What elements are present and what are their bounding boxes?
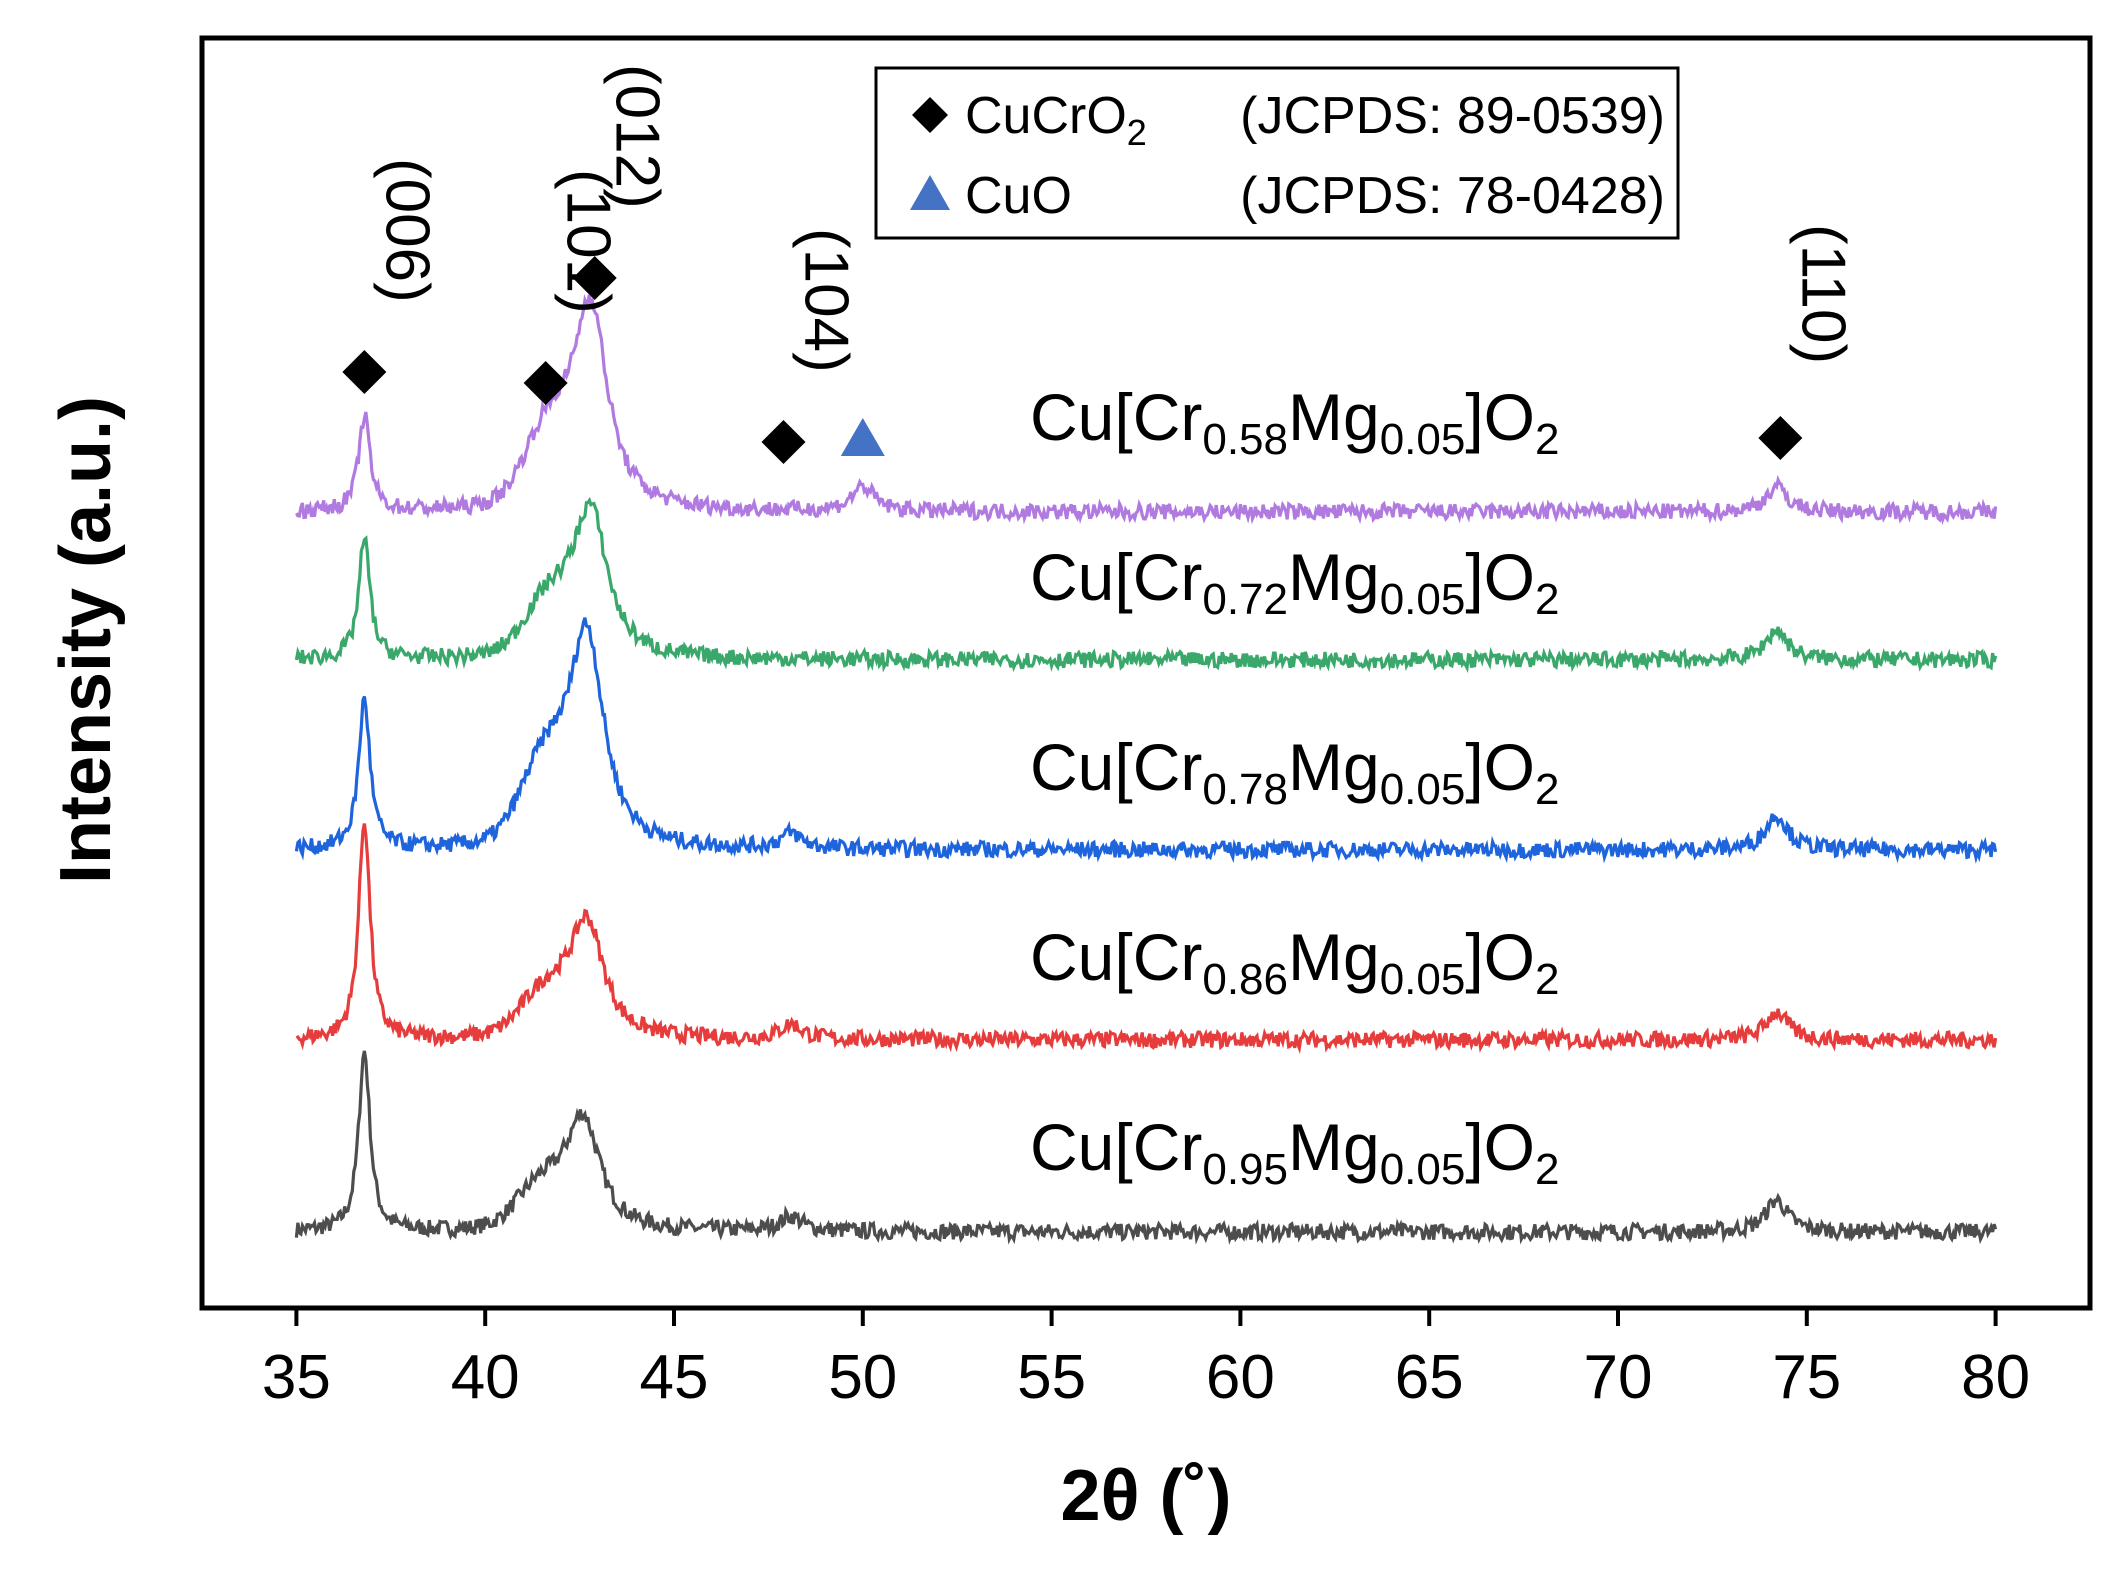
series-labels: Cu[Cr0.95Mg0.05]O2Cu[Cr0.86Mg0.05]O2Cu[C…	[1030, 380, 1560, 1194]
hkl-label: (006)	[372, 158, 441, 303]
cucro2-diamond-marker	[1758, 416, 1803, 460]
x-tick-label: 55	[1017, 1343, 1086, 1412]
x-tick-label: 75	[1772, 1343, 1841, 1412]
x-axis-title: 2θ (˚)	[1061, 1456, 1232, 1536]
label-text: ]O	[1465, 730, 1535, 804]
cucro2-diamond-marker	[523, 361, 568, 405]
legend-reference: (JCPDS: 78-0428)	[1240, 167, 1665, 225]
label-subscript: 2	[1535, 575, 1559, 624]
cucro2-diamond-marker	[572, 256, 617, 300]
series-label: Cu[Cr0.72Mg0.05]O2	[1030, 540, 1560, 624]
series-line	[294, 1050, 1998, 1245]
x-tick-label: 35	[262, 1343, 331, 1412]
label-subscript: 0.05	[1380, 575, 1466, 624]
label-subscript: 2	[1535, 955, 1559, 1004]
legend: CuCrO2 (JCPDS: 89-0539) CuO (JCPDS: 78-0428…	[874, 66, 1680, 240]
label-subscript: 0.05	[1380, 955, 1466, 1004]
legend-diamond-icon	[912, 97, 948, 133]
legend-box	[874, 66, 1680, 240]
label-text: Mg	[1288, 380, 1380, 454]
hkl-label: (104)	[792, 228, 861, 373]
series-label: Cu[Cr0.95Mg0.05]O2	[1030, 1110, 1560, 1194]
x-tick-label: 50	[828, 1343, 897, 1412]
label-subscript: 0.78	[1202, 765, 1288, 814]
legend-name: CuCrO2	[965, 87, 1147, 153]
label-text: Cu[Cr	[1030, 380, 1202, 454]
legend-reference: (JCPDS: 89-0539)	[1240, 87, 1665, 145]
cucro2-diamond-marker	[761, 420, 806, 464]
series-line	[294, 496, 1998, 674]
x-tick-label: 70	[1584, 1343, 1653, 1412]
label-subscript: 2	[1535, 415, 1559, 464]
legend-triangle-icon	[910, 175, 950, 210]
series-line	[295, 823, 1998, 1055]
label-subscript: 0.05	[1380, 415, 1466, 464]
label-text: Mg	[1288, 920, 1380, 994]
series-label: Cu[Cr0.58Mg0.05]O2	[1030, 380, 1560, 464]
series-label: Cu[Cr0.86Mg0.05]O2	[1030, 920, 1560, 1004]
label-text: Cu[Cr	[1030, 540, 1202, 614]
label-subscript: 0.05	[1380, 1145, 1466, 1194]
label-text: ]O	[1465, 540, 1535, 614]
x-tick-label: 60	[1206, 1343, 1275, 1412]
label-subscript: 0.58	[1202, 415, 1288, 464]
series-label: Cu[Cr0.78Mg0.05]O2	[1030, 730, 1560, 814]
label-subscript: 2	[1535, 1145, 1559, 1194]
label-subscript: 0.05	[1380, 765, 1466, 814]
cucro2-diamond-marker	[342, 350, 387, 394]
label-subscript: 0.86	[1202, 955, 1288, 1004]
reflection-markers: (006) (101)(012)(104) (110)	[342, 64, 1857, 464]
plot-frame	[199, 35, 2093, 1311]
label-text: Mg	[1288, 1110, 1380, 1184]
x-axis: 35 40 45 50 55 60 65 70 75 80	[262, 1308, 2030, 1412]
label-text: ]O	[1465, 1110, 1535, 1184]
x-tick-label: 40	[451, 1343, 520, 1412]
label-subscript: 2	[1535, 765, 1559, 814]
series-line	[295, 293, 1998, 526]
x-tick-label: 65	[1395, 1343, 1464, 1412]
label-subscript: 0.72	[1202, 575, 1288, 624]
label-text: ]O	[1465, 380, 1535, 454]
label-text: Mg	[1288, 730, 1380, 804]
x-tick-label: 45	[640, 1343, 709, 1412]
label-text: Mg	[1288, 540, 1380, 614]
x-tick-label: 80	[1961, 1343, 2030, 1412]
y-axis-title: Intensity (a.u.)	[46, 396, 126, 884]
label-subscript: 0.95	[1202, 1145, 1288, 1194]
label-text: Cu[Cr	[1030, 730, 1202, 804]
cuo-triangle-marker	[840, 418, 885, 456]
hkl-label: (012)	[603, 64, 672, 209]
hkl-label: (110)	[1788, 224, 1857, 364]
legend-name: CuO	[965, 167, 1072, 225]
series-group	[294, 293, 1998, 1245]
label-text: ]O	[1465, 920, 1535, 994]
series-line	[294, 617, 1998, 864]
label-text: Cu[Cr	[1030, 920, 1202, 994]
label-text: Cu[Cr	[1030, 1110, 1202, 1184]
